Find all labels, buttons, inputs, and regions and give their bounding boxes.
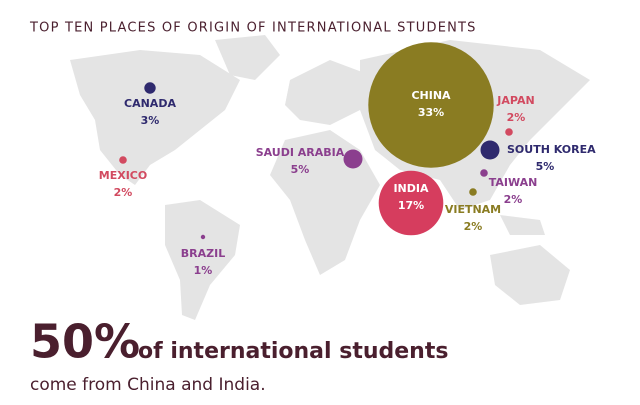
value-label: 5% — [291, 163, 310, 176]
bubble — [343, 149, 363, 169]
value-label: 17% — [398, 199, 424, 212]
bubble — [200, 234, 206, 240]
bubble — [144, 82, 156, 94]
country-label: SOUTH KOREA — [507, 143, 596, 156]
value-label: 2% — [464, 220, 483, 233]
value-label: 2% — [507, 111, 526, 124]
value-label: 1% — [194, 264, 213, 277]
value-label: 5% — [536, 160, 555, 173]
country-label: JAPAN — [496, 94, 534, 107]
bubble — [368, 42, 494, 168]
bubble — [480, 169, 488, 177]
bubble — [505, 128, 513, 136]
country-label: MEXICO — [99, 169, 147, 182]
country-label: INDIA — [393, 182, 429, 195]
country-label: BRAZIL — [181, 247, 225, 260]
country-label: SAUDI ARABIA — [256, 146, 345, 159]
country-label: CHINA — [411, 89, 451, 102]
country-label: CANADA — [124, 97, 176, 110]
country-label: VIETNAM — [445, 203, 501, 216]
value-label: 33% — [418, 106, 444, 119]
bubble — [480, 140, 500, 160]
country-label: TAIWAN — [489, 176, 538, 189]
headline-rest: of international students — [138, 339, 448, 364]
chart-title: TOP TEN PLACES OF ORIGIN OF INTERNATIONA… — [29, 21, 477, 36]
value-label: 3% — [141, 114, 160, 127]
bubble — [119, 156, 127, 164]
headline-big: 50% — [30, 315, 140, 369]
bubble — [469, 188, 477, 196]
headline-subline: come from China and India. — [30, 375, 266, 395]
value-label: 2% — [114, 186, 133, 199]
bubble — [378, 170, 444, 236]
value-label: 2% — [504, 193, 523, 206]
